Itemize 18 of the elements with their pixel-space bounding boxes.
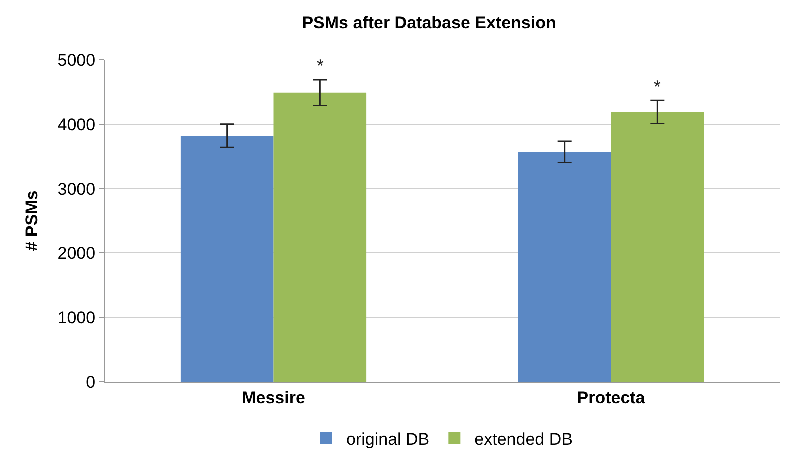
y-tick-label: 4000	[58, 115, 96, 134]
x-tick-label: Messire	[242, 388, 306, 408]
x-tick-label: Protecta	[577, 388, 646, 408]
y-tick-label: 2000	[58, 244, 96, 264]
legend-label: original DB	[346, 430, 430, 449]
annotation: *	[654, 77, 662, 97]
bar	[180, 136, 274, 382]
bar	[274, 92, 367, 382]
y-tick-label: 3000	[58, 180, 96, 199]
y-tick-label: 0	[86, 372, 96, 392]
bar	[518, 152, 612, 382]
annotation: *	[317, 56, 324, 76]
chart-title: PSMs after Database Extension	[302, 13, 556, 32]
legend-label: extended DB	[474, 430, 573, 449]
y-tick-label: 1000	[58, 308, 96, 328]
bar	[611, 112, 704, 382]
y-tick-label: 5000	[58, 50, 96, 70]
y-axis-title: # PSMs	[22, 190, 42, 252]
